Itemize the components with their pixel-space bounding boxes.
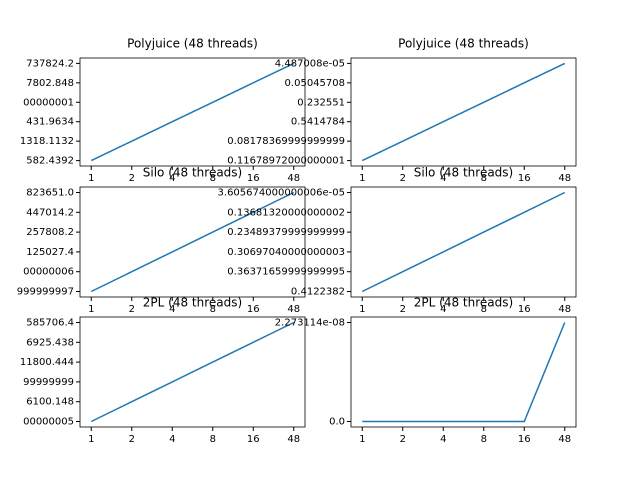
x-tick-label: 16 — [518, 173, 531, 184]
y-tick-label: 00000006 — [23, 267, 74, 278]
y-tick-label: 4.487008e-05 — [275, 58, 345, 69]
x-tick-label: 1 — [88, 304, 94, 315]
y-tick-label: 00000001 — [23, 97, 74, 108]
y-tick-label: 0.05045708 — [285, 78, 345, 89]
y-tick-label: 3.605674000000006e-05 — [218, 188, 345, 199]
axes-frame — [350, 57, 577, 167]
x-tick-label: 8 — [210, 173, 216, 184]
y-tick-label: 999999997 — [17, 287, 74, 298]
y-tick-label: 1318.1132 — [20, 136, 74, 147]
line — [90, 62, 295, 162]
line — [90, 321, 295, 423]
chart-title: Silo (48 threads) — [414, 166, 513, 180]
chart-title: 2PL (48 threads) — [414, 296, 513, 310]
chart-title: 2PL (48 threads) — [143, 296, 242, 310]
x-tick-label: 1 — [359, 173, 365, 184]
y-tick-label: 0.0 — [329, 417, 345, 428]
x-tick-label: 4 — [440, 434, 446, 445]
x-tick-label: 2 — [400, 304, 406, 315]
x-tick-label: 8 — [481, 434, 487, 445]
x-tick-label: 1 — [88, 173, 94, 184]
x-tick-label: 16 — [247, 173, 260, 184]
x-tick-label: 2 — [129, 173, 135, 184]
axes-frame — [79, 57, 306, 167]
x-tick-label: 1 — [359, 304, 365, 315]
axes-frame — [350, 186, 577, 298]
x-tick-label: 2 — [129, 434, 135, 445]
axes-frame — [79, 186, 306, 298]
x-tick-label: 16 — [247, 304, 260, 315]
x-tick-label: 4 — [169, 304, 175, 315]
x-tick-label: 48 — [287, 173, 300, 184]
axes-frame — [79, 316, 306, 428]
y-tick-label: 0.5414784 — [291, 117, 345, 128]
x-tick-label: 2 — [400, 434, 406, 445]
y-tick-label: 11800.444 — [20, 357, 74, 368]
x-tick-label: 2 — [129, 304, 135, 315]
y-tick-label: 582.4392 — [26, 156, 74, 167]
y-tick-label: 0.08178369999999999 — [227, 136, 345, 147]
x-tick-label: 4 — [169, 173, 175, 184]
y-tick-label: 6925.438 — [26, 337, 74, 348]
y-tick-label: 823651.0 — [26, 188, 74, 199]
x-tick-label: 48 — [558, 434, 571, 445]
y-tick-label: 431.9634 — [26, 117, 74, 128]
axes-frame — [350, 316, 577, 428]
x-tick-label: 1 — [88, 434, 94, 445]
x-tick-label: 16 — [518, 304, 531, 315]
line — [361, 191, 566, 293]
x-tick-label: 8 — [210, 304, 216, 315]
chart-title: Polyjuice (48 threads) — [398, 37, 529, 51]
x-tick-label: 8 — [210, 434, 216, 445]
x-tick-label: 48 — [558, 304, 571, 315]
line — [362, 322, 566, 423]
x-tick-label: 48 — [558, 173, 571, 184]
chart-title: Polyjuice (48 threads) — [127, 37, 258, 51]
x-tick-label: 8 — [481, 173, 487, 184]
y-tick-label: 2.273114e-08 — [275, 318, 345, 329]
x-tick-label: 48 — [287, 434, 300, 445]
y-tick-label: 7802.848 — [26, 78, 74, 89]
x-tick-label: 1 — [359, 434, 365, 445]
y-tick-label: 0.4122382 — [291, 287, 345, 298]
y-tick-label: 0.11678972000000001 — [227, 156, 345, 167]
y-tick-label: 0.232551 — [297, 97, 345, 108]
y-tick-label: 737824.2 — [26, 58, 74, 69]
y-tick-label: 257808.2 — [26, 227, 74, 238]
x-tick-label: 4 — [440, 304, 446, 315]
y-tick-label: 447014.2 — [26, 207, 74, 218]
y-tick-label: 0.36371659999999995 — [227, 267, 345, 278]
x-tick-label: 16 — [247, 434, 260, 445]
y-tick-label: 585706.4 — [26, 318, 74, 329]
y-tick-label: 00000005 — [23, 417, 74, 428]
x-tick-label: 16 — [518, 434, 531, 445]
line — [90, 191, 295, 293]
y-tick-label: 6100.148 — [26, 397, 74, 408]
y-tick-label: 0.13681320000000002 — [227, 207, 345, 218]
y-tick-label: 0.30697040000000003 — [227, 247, 345, 258]
x-tick-label: 48 — [287, 304, 300, 315]
y-tick-label: 0.23489379999999999 — [227, 227, 345, 238]
chart-title: Silo (48 threads) — [143, 166, 242, 180]
x-tick-label: 8 — [481, 304, 487, 315]
x-tick-label: 2 — [400, 173, 406, 184]
y-tick-label: 125027.4 — [26, 247, 74, 258]
line — [361, 62, 566, 162]
y-tick-label: 99999999 — [23, 377, 74, 388]
x-tick-label: 4 — [440, 173, 446, 184]
x-tick-label: 4 — [169, 434, 175, 445]
